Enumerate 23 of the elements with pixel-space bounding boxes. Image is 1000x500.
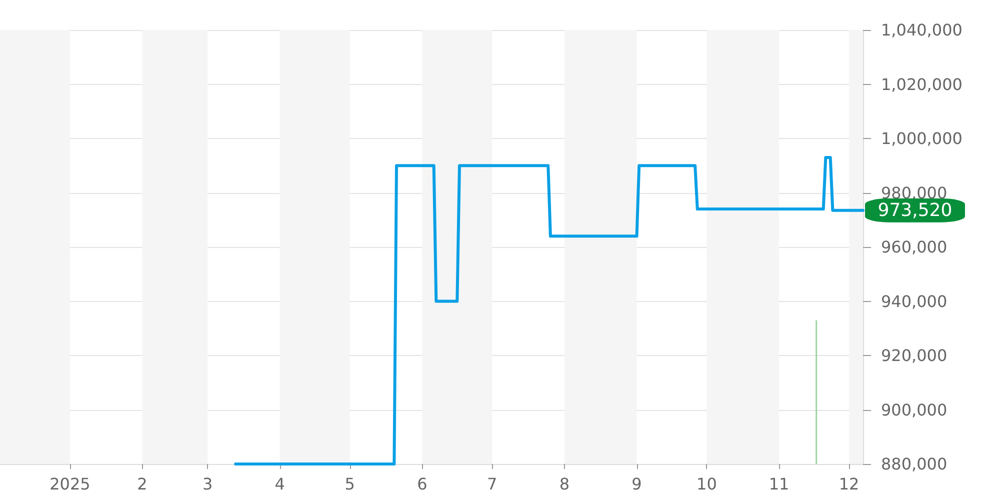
y-tick-label: 900,000 [881,400,948,420]
y-tick-label: 940,000 [881,292,948,311]
x-tick-label: 7 [487,474,498,494]
y-tick-label: 1,020,000 [881,74,962,94]
y-tick-label: 880,000 [881,454,948,474]
y-tick-label: 980,000 [881,183,948,202]
x-tick-label: 12 [838,474,860,494]
y-tick-label: 1,000,000 [881,129,962,148]
x-tick-label: 8 [559,474,570,494]
x-tick-label: 3 [202,474,213,494]
x-tick-label: 5 [344,474,355,494]
x-tick-label: 11 [768,474,790,494]
x-tick-label: 10 [696,474,717,494]
annotation: 973,520 [878,200,952,221]
y-tick-label: 920,000 [881,346,948,365]
y-tick-label: 960,000 [881,238,948,256]
x-tick-label: 9 [632,474,642,494]
x-tick-label: 2 [137,474,148,494]
x-tick-label: 4 [274,474,285,494]
x-tick-label: 2025 [50,474,90,494]
line-series [234,156,864,466]
x-tick-label: 6 [417,474,428,494]
y-tick-label: 1,040,000 [881,20,962,40]
